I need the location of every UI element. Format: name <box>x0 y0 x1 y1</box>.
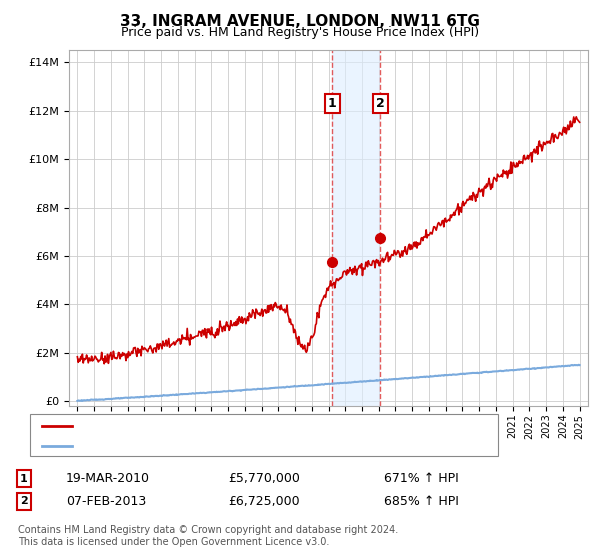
Text: HPI: Average price, detached house, Barnet: HPI: Average price, detached house, Barn… <box>78 441 322 451</box>
Text: 685% ↑ HPI: 685% ↑ HPI <box>384 494 459 508</box>
Text: 33, INGRAM AVENUE, LONDON, NW11 6TG: 33, INGRAM AVENUE, LONDON, NW11 6TG <box>120 14 480 29</box>
Text: 19-MAR-2010: 19-MAR-2010 <box>66 472 150 486</box>
Text: 2: 2 <box>376 97 385 110</box>
Text: 2: 2 <box>20 496 28 506</box>
Text: 1: 1 <box>328 97 337 110</box>
Text: 33, INGRAM AVENUE, LONDON, NW11 6TG (detached house): 33, INGRAM AVENUE, LONDON, NW11 6TG (det… <box>78 421 416 431</box>
Text: Contains HM Land Registry data © Crown copyright and database right 2024.
This d: Contains HM Land Registry data © Crown c… <box>18 525 398 547</box>
Text: Price paid vs. HM Land Registry's House Price Index (HPI): Price paid vs. HM Land Registry's House … <box>121 26 479 39</box>
Text: 671% ↑ HPI: 671% ↑ HPI <box>384 472 459 486</box>
Text: 1: 1 <box>20 474 28 484</box>
Text: £6,725,000: £6,725,000 <box>228 494 299 508</box>
Bar <box>332 50 380 406</box>
Text: £5,770,000: £5,770,000 <box>228 472 300 486</box>
Text: 07-FEB-2013: 07-FEB-2013 <box>66 494 146 508</box>
